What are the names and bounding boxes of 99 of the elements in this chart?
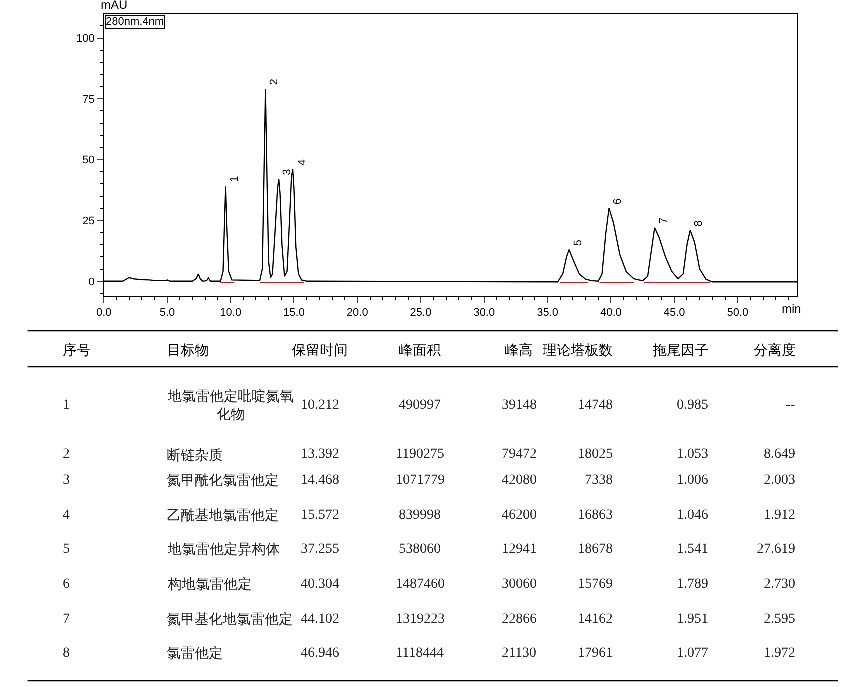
text: 16863 <box>578 508 613 523</box>
y-tick-label: 100 <box>76 33 95 46</box>
category-label: 保留时间 <box>292 342 348 358</box>
x-tick-label: 35.0 <box>537 307 558 320</box>
text: 7 <box>63 612 70 627</box>
y-tick-label: 25 <box>82 215 95 228</box>
category-label: 分离度 <box>754 342 796 358</box>
x-tick-label: 50.0 <box>727 307 749 320</box>
text: 40.304 <box>301 577 340 592</box>
text: 0.985 <box>677 398 708 413</box>
text: 18025 <box>578 447 613 462</box>
text: 1190275 <box>396 447 444 462</box>
text: 14748 <box>578 398 613 413</box>
text: 1.972 <box>764 646 796 661</box>
text: 37.255 <box>301 542 340 557</box>
y-axis-title: mAU <box>101 0 128 12</box>
annotation: 280nm,4nm <box>106 16 164 28</box>
text: 1.006 <box>677 473 708 488</box>
text: 1.046 <box>677 508 708 523</box>
x-tick-label: 20.0 <box>346 307 368 320</box>
text: 1487460 <box>396 577 445 592</box>
text: 2.730 <box>764 577 796 592</box>
text: 44.102 <box>301 612 340 627</box>
x-tick-label: 5.0 <box>160 307 176 320</box>
text: 15769 <box>578 577 613 592</box>
x-axis-title: min <box>782 302 802 316</box>
text: 1.789 <box>677 577 708 592</box>
x-tick-label: 25.0 <box>410 307 432 320</box>
annotation: 2 <box>268 78 280 86</box>
text: 1319223 <box>396 612 445 627</box>
category-label: 峰面积 <box>399 342 441 358</box>
text: 8.649 <box>764 447 796 462</box>
text: 490997 <box>399 398 441 413</box>
y-tick-label: 75 <box>82 94 95 106</box>
x-tick-label: 15.0 <box>284 307 305 320</box>
text: 氮甲酰化氯雷他定 <box>167 472 279 488</box>
text: 17961 <box>578 646 613 661</box>
text: 39148 <box>502 398 537 413</box>
annotation: 1 <box>229 176 242 182</box>
text: 7338 <box>585 473 613 488</box>
x-tick-label: 45.0 <box>664 307 686 320</box>
text: 5 <box>63 542 70 557</box>
text: 1071779 <box>396 473 445 488</box>
text: 乙酰基地氯雷他定 <box>167 507 279 523</box>
text: 构地氯雷他定 <box>168 576 252 592</box>
text: 46200 <box>502 508 537 523</box>
text: 14.468 <box>301 473 340 488</box>
text: 6 <box>63 577 70 592</box>
x-tick-label: 0.0 <box>96 307 112 320</box>
text: 断链杂质 <box>167 447 223 463</box>
x-tick-label: 10.0 <box>220 307 242 320</box>
category-label: 拖尾因子 <box>652 342 709 358</box>
text: 2.595 <box>764 612 796 627</box>
text: 氮甲基化地氯雷他定 <box>167 611 293 627</box>
y-tick-label: 50 <box>82 154 95 167</box>
annotation: 6 <box>612 198 624 205</box>
text: 27.619 <box>757 542 796 557</box>
category-label: 峰高 <box>505 342 533 358</box>
text: 21130 <box>502 646 536 661</box>
text: 14162 <box>578 612 613 627</box>
annotation: 7 <box>658 218 670 224</box>
text: 79472 <box>502 447 537 462</box>
text: 1.951 <box>677 612 708 627</box>
annotation: 8 <box>693 220 706 227</box>
text: 2.003 <box>764 473 796 488</box>
text: 氯雷他定 <box>167 645 223 661</box>
text: 1.077 <box>677 646 708 661</box>
x-tick-label: 40.0 <box>600 307 622 320</box>
text: 1.541 <box>677 542 708 557</box>
text: 30060 <box>502 577 537 592</box>
annotation: 4 <box>296 159 308 166</box>
text: 538060 <box>399 542 441 557</box>
text: 22866 <box>502 612 537 627</box>
text: 1.912 <box>764 508 796 523</box>
text: -- <box>786 398 796 413</box>
y-tick-label: 0 <box>88 276 95 288</box>
text: 13.392 <box>301 447 340 462</box>
text: 46.946 <box>301 646 340 661</box>
text: 15.572 <box>301 508 340 523</box>
category-label: 目标物 <box>167 342 209 358</box>
x-tick-label: 30.0 <box>474 307 496 320</box>
text: 18678 <box>578 542 613 557</box>
text: 1.053 <box>677 447 708 462</box>
category-label: 理论塔板数 <box>543 342 613 358</box>
text: 1 <box>63 398 70 413</box>
annotation: 3 <box>282 169 294 176</box>
text: 1118444 <box>396 646 444 661</box>
text: 839998 <box>399 508 441 523</box>
annotation: 5 <box>572 240 585 246</box>
text: 8 <box>63 646 70 661</box>
text: 42080 <box>502 473 537 488</box>
text: 10.212 <box>301 398 340 413</box>
text: 地氯雷他定吡啶氮氧化物 <box>168 388 294 422</box>
text: 2 <box>63 447 70 462</box>
text: 地氯雷他定异构体 <box>168 541 280 557</box>
text: 4 <box>63 508 70 523</box>
text: 3 <box>63 473 70 488</box>
category-label: 序号 <box>63 342 91 358</box>
text: 12941 <box>502 542 537 557</box>
